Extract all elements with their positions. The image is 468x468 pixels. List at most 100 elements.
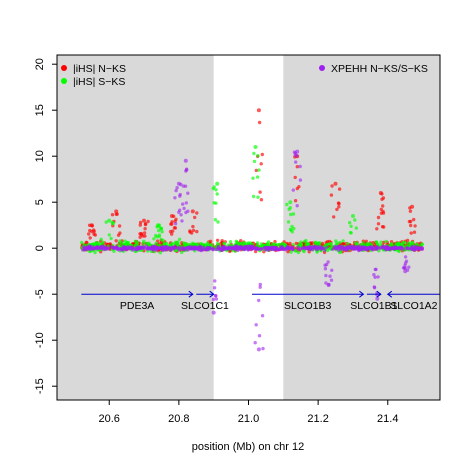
data-point [211, 247, 215, 252]
data-point-peak [256, 108, 261, 113]
data-point [318, 247, 323, 251]
data-point [122, 245, 127, 250]
data-point [157, 233, 162, 237]
y-tick-label: 20 [34, 58, 46, 70]
data-point-peak [169, 214, 174, 218]
data-point [261, 346, 265, 351]
data-point [119, 241, 124, 245]
data-point [110, 222, 115, 226]
data-point [284, 248, 288, 252]
data-point [212, 286, 217, 290]
data-point [258, 285, 262, 289]
data-point [99, 245, 103, 249]
data-point [337, 187, 342, 191]
data-point [104, 220, 108, 224]
data-point [254, 323, 258, 327]
data-point [403, 263, 407, 267]
data-point [287, 207, 291, 211]
data-point [158, 251, 163, 255]
data-point [316, 247, 320, 251]
data-point [349, 224, 353, 228]
data-point [259, 198, 264, 202]
data-point [211, 297, 216, 302]
data-point [89, 247, 93, 251]
data-point [409, 219, 413, 224]
data-point-peak [256, 347, 261, 352]
x-tick-label: 21.2 [307, 413, 328, 425]
data-point-peak [253, 145, 258, 149]
data-point [165, 241, 169, 246]
data-point [220, 248, 224, 252]
data-point [286, 220, 291, 224]
data-point [175, 186, 179, 190]
data-point [420, 246, 424, 250]
data-point [325, 242, 329, 247]
data-point [146, 245, 150, 250]
data-point [191, 224, 195, 229]
data-point [255, 175, 260, 179]
data-point [372, 273, 376, 277]
data-point [184, 168, 189, 172]
data-point [291, 188, 295, 192]
data-point [405, 246, 410, 250]
data-point-peak [378, 191, 383, 195]
data-point [375, 241, 379, 245]
data-point [206, 242, 210, 247]
data-point [142, 245, 147, 250]
data-point [285, 202, 289, 207]
gene-arrowhead-4 [386, 290, 393, 298]
data-point [329, 278, 334, 282]
data-point [164, 245, 168, 249]
data-point [173, 226, 178, 230]
data-point [176, 241, 180, 246]
data-point [139, 232, 144, 237]
data-point [181, 247, 186, 251]
y-tick-label: 10 [34, 150, 46, 162]
data-point [195, 211, 199, 215]
data-point [157, 228, 161, 233]
data-point [114, 212, 119, 216]
data-point [255, 247, 259, 251]
data-point [194, 242, 199, 246]
data-point [380, 197, 384, 201]
data-point [114, 239, 118, 243]
data-point [260, 152, 264, 157]
data-points [80, 108, 425, 352]
data-point [229, 246, 233, 251]
data-point-peak [333, 181, 338, 186]
y-tick-label: 0 [34, 245, 46, 251]
data-point [142, 239, 146, 243]
data-point [405, 238, 410, 243]
data-point [94, 241, 99, 245]
data-point [315, 250, 319, 254]
y-tick-label: -5 [34, 289, 46, 299]
data-point [134, 246, 138, 251]
data-point [110, 213, 115, 217]
data-point [249, 247, 254, 251]
legend-marker-1 [61, 78, 67, 84]
data-point [294, 160, 298, 164]
data-point [170, 241, 174, 246]
data-point-peak [351, 214, 355, 218]
data-point [299, 240, 303, 244]
x-tick-label: 20.8 [168, 413, 189, 425]
data-point [138, 223, 142, 227]
data-point [92, 232, 96, 236]
data-point [386, 245, 390, 249]
data-point [304, 238, 308, 243]
data-point-peak [142, 218, 146, 223]
data-point [331, 247, 335, 251]
data-point [135, 240, 139, 244]
data-point [291, 243, 295, 247]
data-point [215, 238, 220, 242]
data-point [177, 210, 181, 214]
data-point [333, 244, 337, 249]
data-point [182, 206, 186, 211]
data-point [171, 229, 175, 233]
data-point [212, 185, 216, 189]
data-point [294, 249, 298, 253]
data-point [120, 248, 125, 252]
data-point [369, 246, 374, 250]
data-point [169, 246, 173, 250]
data-point [90, 229, 94, 234]
